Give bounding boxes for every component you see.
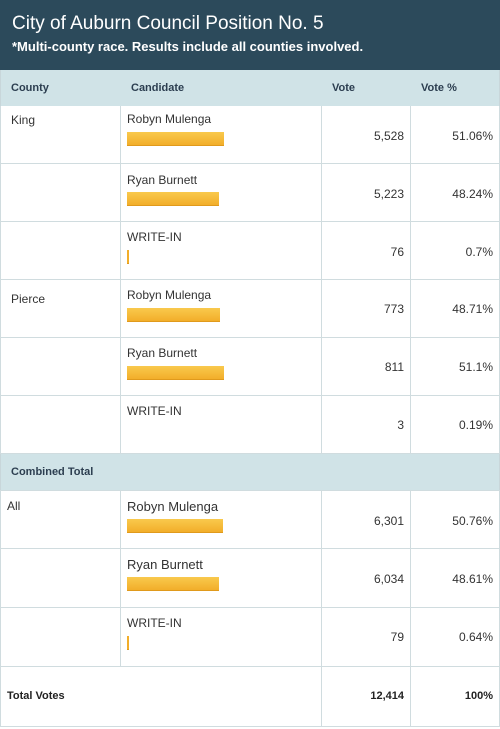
vote-count: 5,223 xyxy=(373,187,404,201)
vote-share-bar xyxy=(127,577,219,591)
vote-percent: 48.61% xyxy=(452,572,493,586)
table-row: All Robyn Mulenga 6,301 50.76% xyxy=(0,490,500,549)
vote-share-bar xyxy=(127,250,129,264)
table-row: Ryan Burnett 5,223 48.24% xyxy=(0,164,500,222)
candidate-name: WRITE-IN xyxy=(127,616,182,630)
vote-share-bar xyxy=(127,132,224,146)
vote-percent: 51.1% xyxy=(458,360,493,374)
table-row: WRITE-IN 79 0.64% xyxy=(0,608,500,667)
candidate-name: Robyn Mulenga xyxy=(127,112,212,126)
race-title: City of Auburn Council Position No. 5 xyxy=(12,13,324,34)
total-votes-row: Total Votes 12,414 100% xyxy=(0,667,500,727)
column-header-county: County xyxy=(11,82,49,94)
vote-count: 811 xyxy=(384,360,404,374)
vote-count: 6,301 xyxy=(373,514,404,528)
column-header-vote-pct: Vote % xyxy=(421,82,457,94)
vote-count: 79 xyxy=(390,630,404,644)
race-subtitle: *Multi-county race. Results include all … xyxy=(12,39,364,54)
table-row: Ryan Burnett 6,034 48.61% xyxy=(0,549,500,608)
candidate-name: Robyn Mulenga xyxy=(127,499,219,514)
vote-percent: 48.24% xyxy=(452,187,493,201)
vote-percent: 50.76% xyxy=(452,514,493,528)
vote-count: 773 xyxy=(383,302,404,316)
vote-share-bar xyxy=(127,636,129,650)
combined-total-header: Combined Total xyxy=(0,454,500,490)
vote-count: 3 xyxy=(397,418,404,432)
vote-percent: 51.06% xyxy=(452,129,493,143)
candidate-name: Robyn Mulenga xyxy=(127,288,212,302)
vote-count: 6,034 xyxy=(373,572,404,586)
table-row: WRITE-IN 76 0.7% xyxy=(0,222,500,280)
results-header: City of Auburn Council Position No. 5 *M… xyxy=(0,0,500,70)
vote-count: 76 xyxy=(390,245,404,259)
vote-percent: 0.7% xyxy=(465,245,493,259)
vote-percent: 0.19% xyxy=(458,418,493,432)
total-votes-label: Total Votes xyxy=(7,690,65,702)
total-votes-count: 12,414 xyxy=(370,690,404,702)
column-header-row: County Candidate Vote Vote % xyxy=(0,70,500,106)
table-row: WRITE-IN 3 0.19% xyxy=(0,396,500,454)
column-header-candidate: Candidate xyxy=(131,82,185,94)
vote-share-bar xyxy=(127,192,219,206)
column-header-vote: Vote xyxy=(332,82,356,94)
county-name: All xyxy=(7,499,21,513)
table-row: Ryan Burnett 811 51.1% xyxy=(0,338,500,396)
county-name: Pierce xyxy=(11,292,46,306)
table-row: Pierce Robyn Mulenga 773 48.71% xyxy=(0,280,500,338)
candidate-name: WRITE-IN xyxy=(127,404,182,418)
table-row: King Robyn Mulenga 5,528 51.06% xyxy=(0,106,500,164)
vote-share-bar xyxy=(127,519,223,533)
total-votes-percent: 100% xyxy=(464,690,493,702)
candidate-name: Ryan Burnett xyxy=(127,346,198,360)
county-name: King xyxy=(11,113,36,127)
combined-total-label: Combined Total xyxy=(11,466,94,478)
vote-count: 5,528 xyxy=(373,129,404,143)
candidate-name: WRITE-IN xyxy=(127,230,182,244)
vote-percent: 48.71% xyxy=(452,302,493,316)
candidate-name: Ryan Burnett xyxy=(127,557,203,572)
vote-share-bar xyxy=(127,366,224,380)
vote-share-bar xyxy=(127,308,220,322)
candidate-name: Ryan Burnett xyxy=(127,173,198,187)
vote-percent: 0.64% xyxy=(458,630,493,644)
